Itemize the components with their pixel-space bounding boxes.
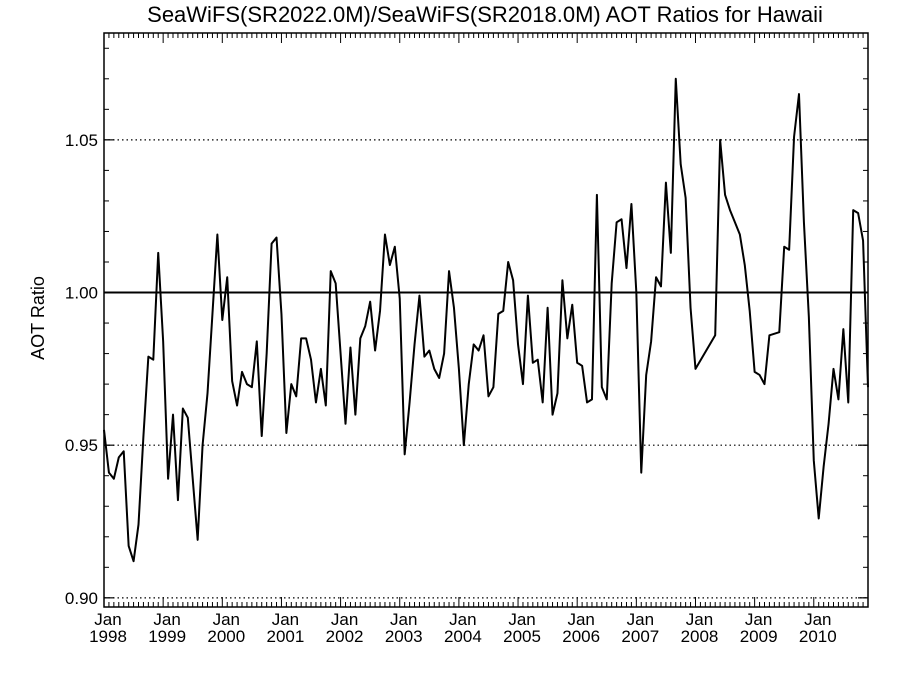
- x-tick-label-year: 2007: [621, 627, 659, 646]
- x-tick-label-year: 2006: [562, 627, 600, 646]
- x-tick-label-year: 2000: [207, 627, 245, 646]
- x-tick-label-year: 2003: [385, 627, 423, 646]
- x-tick-label-year: 2009: [740, 627, 778, 646]
- x-tick-label-year: 2010: [799, 627, 837, 646]
- x-tick-label-month: Jan: [153, 610, 180, 629]
- series-line: [103, 77, 869, 563]
- x-tick-label-month: Jan: [508, 610, 535, 629]
- x-tick-label-month: Jan: [331, 610, 358, 629]
- x-tick-label-month: Jan: [567, 610, 594, 629]
- x-tick-label-year: 2004: [444, 627, 482, 646]
- x-tick-label-month: Jan: [449, 610, 476, 629]
- chart-title: SeaWiFS(SR2022.0M)/SeaWiFS(SR2018.0M) AO…: [147, 2, 823, 27]
- tick-labels: 0.900.951.001.05Jan1998Jan1999Jan2000Jan…: [65, 131, 837, 646]
- x-tick-label-year: 1999: [148, 627, 186, 646]
- x-tick-label-month: Jan: [272, 610, 299, 629]
- x-tick-label-month: Jan: [94, 610, 121, 629]
- x-tick-label-month: Jan: [804, 610, 831, 629]
- x-tick-label-year: 2005: [503, 627, 541, 646]
- x-tick-label-month: Jan: [627, 610, 654, 629]
- y-axis-label: AOT Ratio: [28, 276, 48, 360]
- x-tick-label-month: Jan: [686, 610, 713, 629]
- plot-frame: [103, 32, 869, 608]
- x-tick-label-month: Jan: [745, 610, 772, 629]
- axis-ticks: [103, 33, 869, 607]
- y-tick-label: 1.00: [65, 284, 98, 303]
- y-tick-label: 1.05: [65, 131, 98, 150]
- x-tick-label-year: 2008: [681, 627, 719, 646]
- x-tick-label-year: 2002: [326, 627, 364, 646]
- x-tick-label-month: Jan: [213, 610, 240, 629]
- x-tick-label-year: 2001: [267, 627, 305, 646]
- y-tick-label: 0.90: [65, 589, 98, 608]
- x-tick-label-year: 1998: [89, 627, 127, 646]
- x-tick-label-month: Jan: [390, 610, 417, 629]
- grid-lines: [104, 139, 868, 599]
- y-tick-label: 0.95: [65, 436, 98, 455]
